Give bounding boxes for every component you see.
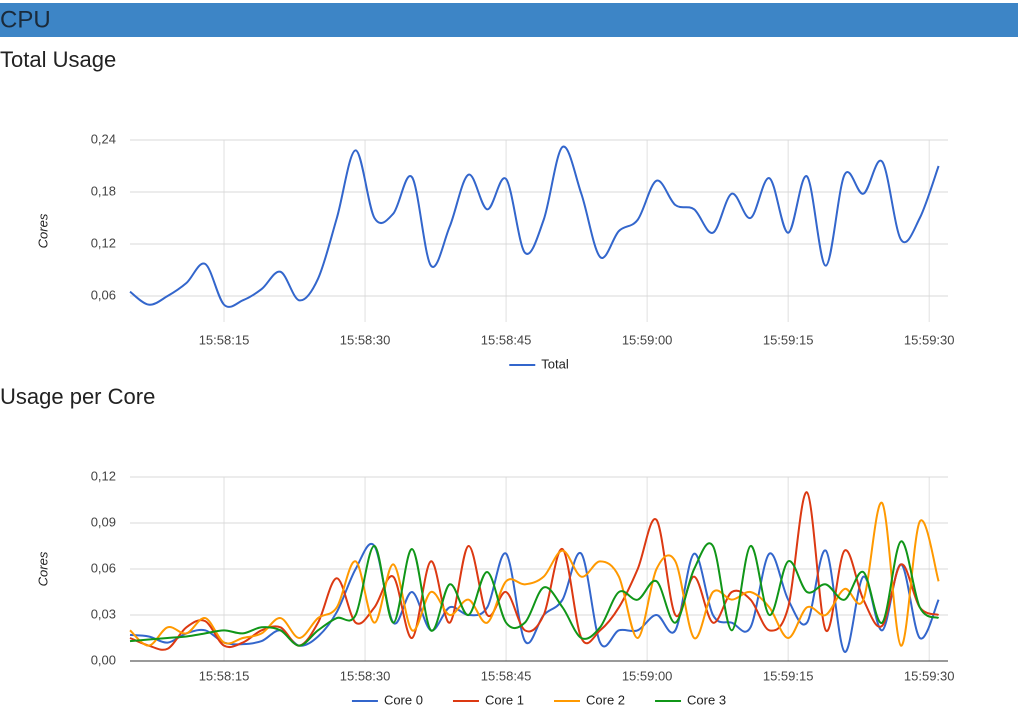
series-line — [129, 502, 940, 647]
x-tick-label: 15:58:45 — [481, 332, 532, 347]
legend-label: Core 1 — [485, 692, 524, 707]
y-tick-label: 0,06 — [91, 287, 116, 302]
series-line — [129, 491, 939, 651]
x-tick-label: 15:58:30 — [340, 332, 391, 347]
legend-label: Core 0 — [384, 692, 423, 707]
y-axis-label: Cores — [35, 213, 50, 248]
section-title: Usage per Core — [0, 384, 155, 409]
x-tick-label: 15:58:15 — [199, 668, 250, 683]
x-tick-label: 15:59:15 — [763, 668, 814, 683]
legend-label: Core 2 — [586, 692, 625, 707]
x-tick-label: 15:58:30 — [340, 668, 391, 683]
x-tick-label: 15:59:30 — [904, 332, 955, 347]
series-line — [129, 145, 940, 308]
y-tick-label: 0,09 — [91, 514, 116, 529]
legend-label: Core 3 — [687, 692, 726, 707]
header-bar — [0, 3, 1018, 37]
x-tick-label: 15:59:15 — [763, 332, 814, 347]
x-tick-label: 15:59:00 — [622, 668, 673, 683]
y-tick-label: 0,12 — [91, 235, 116, 250]
y-tick-label: 0,03 — [91, 606, 116, 621]
series-line — [129, 540, 940, 647]
x-tick-label: 15:58:15 — [199, 332, 250, 347]
y-tick-label: 0,18 — [91, 183, 116, 198]
y-axis-label: Cores — [35, 551, 50, 586]
y-tick-label: 0,00 — [91, 652, 116, 667]
y-tick-label: 0,06 — [91, 560, 116, 575]
x-tick-label: 15:58:45 — [481, 668, 532, 683]
legend-label: Total — [541, 356, 569, 371]
header-title: CPU — [0, 6, 51, 33]
x-tick-label: 15:59:30 — [904, 668, 955, 683]
section-title: Total Usage — [0, 47, 116, 72]
x-tick-label: 15:59:00 — [622, 332, 673, 347]
y-tick-label: 0,24 — [91, 131, 116, 146]
y-tick-label: 0,12 — [91, 468, 116, 483]
